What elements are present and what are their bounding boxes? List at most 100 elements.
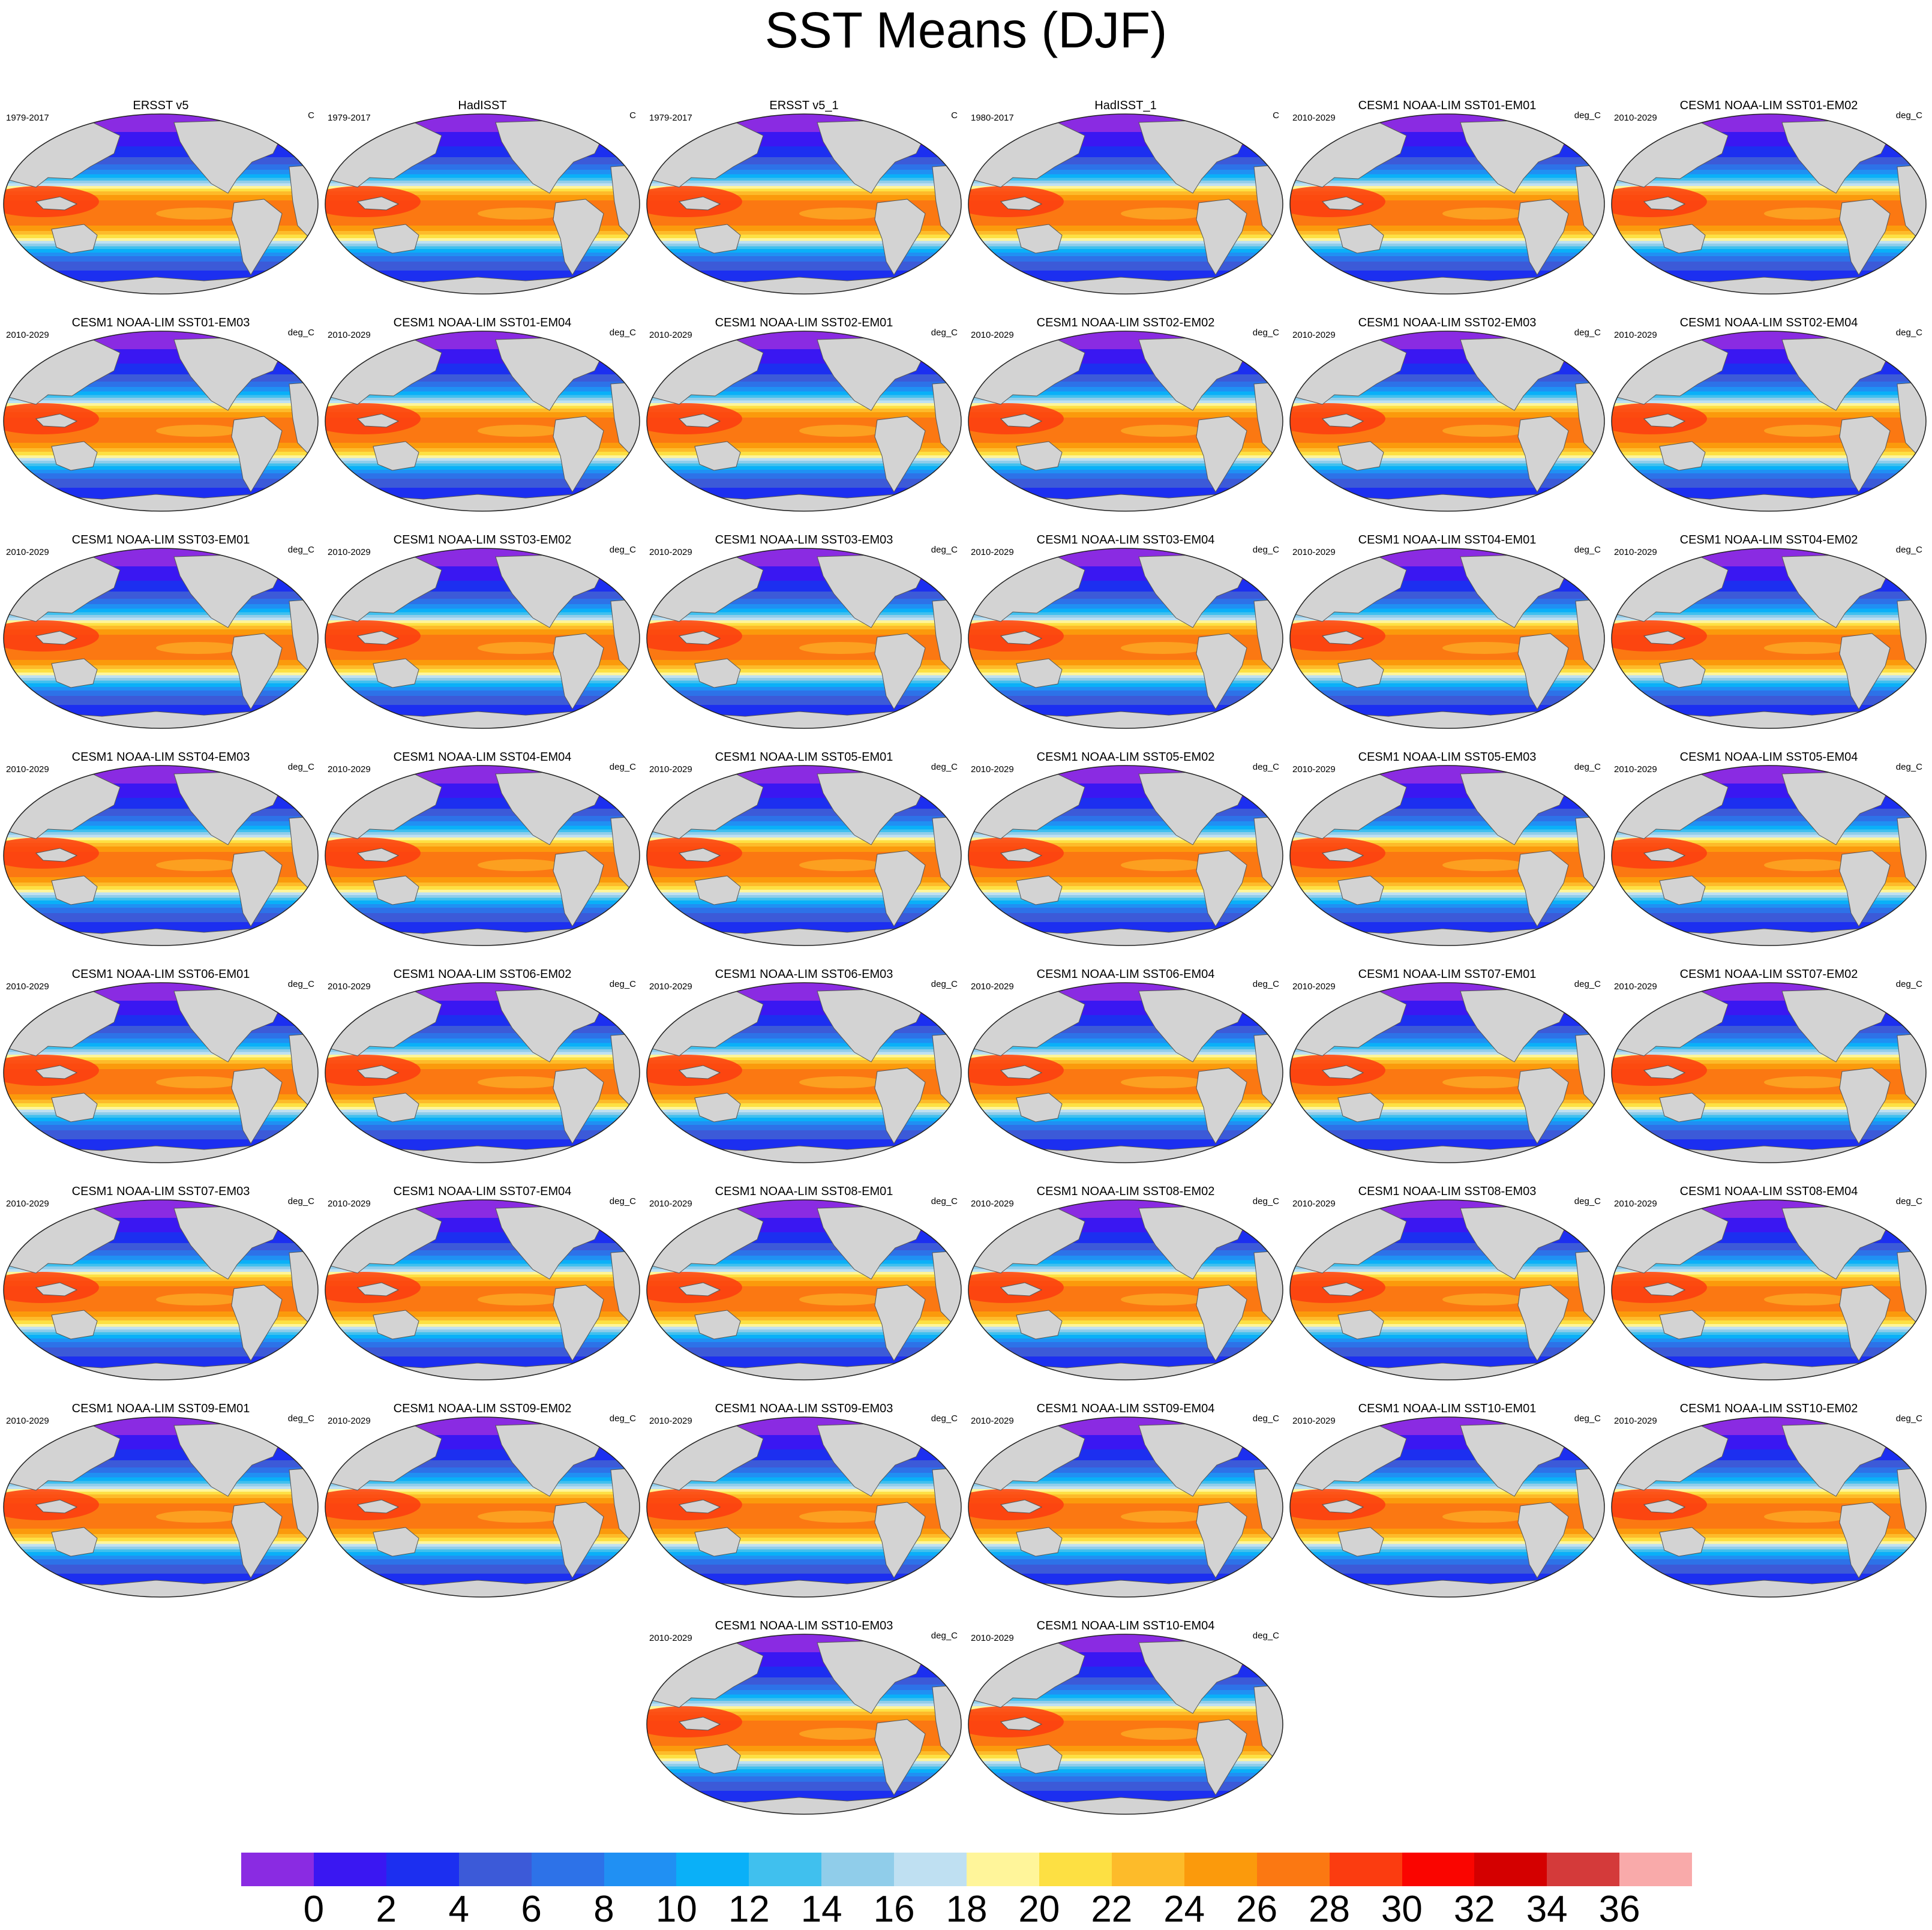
sst-band [1612, 1274, 1926, 1278]
sst-band [968, 395, 1283, 398]
sst-band [1290, 1118, 1604, 1122]
sst-band [1612, 1332, 1926, 1335]
sst-band [647, 448, 961, 452]
sst-band [4, 1481, 318, 1484]
sst-band [647, 1125, 961, 1131]
maritime-islands [35, 1282, 78, 1296]
sst-band [647, 1486, 961, 1490]
map-outline [968, 1199, 1283, 1380]
panel-period: 2010-2029 [6, 1199, 49, 1209]
maritime-islands [1643, 848, 1686, 862]
map-outline [1289, 1416, 1605, 1598]
antarctica-landmass [1612, 494, 1926, 511]
sst-band [325, 617, 640, 621]
sst-band [1290, 629, 1604, 635]
colorbar-swatch [313, 1853, 386, 1886]
antarctica-landmass [325, 277, 640, 294]
sst-band [4, 479, 318, 488]
sst-band [4, 174, 318, 178]
sst-band [647, 1764, 961, 1767]
sst-band [1290, 231, 1604, 235]
panel-title: CESM1 NOAA-LIM SST08-EM04 [1679, 1185, 1858, 1198]
map-panel: CESM1 NOAA-LIM SST09-EM02 2010-2029 deg_C [322, 1394, 643, 1599]
sst-band [4, 186, 318, 189]
sst-band [4, 1260, 318, 1264]
ocean-field [325, 1417, 640, 1597]
sst-band [325, 669, 640, 673]
sst-band [968, 400, 1283, 404]
sst-band [1612, 829, 1926, 833]
australia-landmass [694, 1092, 741, 1122]
sst-band [1290, 1112, 1604, 1115]
sst-band [647, 466, 961, 470]
sst-band [4, 1324, 318, 1327]
sst-band [968, 612, 1283, 616]
panel-period: 2010-2029 [1614, 330, 1657, 340]
sst-band [1290, 1481, 1604, 1484]
sst-band [4, 458, 318, 461]
sst-band [968, 253, 1283, 257]
sst-band [1612, 877, 1926, 883]
panel-period: 1979-2017 [649, 113, 692, 123]
sst-band [4, 629, 318, 635]
sst-band [4, 1094, 318, 1100]
sst-map [1289, 1416, 1605, 1598]
sst-band [4, 395, 318, 398]
cold-tongue [799, 208, 883, 220]
sst-band [1290, 470, 1604, 474]
sst-band [4, 1552, 318, 1556]
sst-band [1290, 838, 1604, 841]
sst-band [968, 466, 1283, 470]
antarctica-landmass [1290, 1362, 1604, 1380]
sst-band [4, 1266, 318, 1269]
map-outline [646, 1199, 962, 1380]
sst-band [4, 412, 318, 418]
sst-band [968, 473, 1283, 479]
sst-map [1611, 1416, 1927, 1598]
sst-band [1612, 696, 1926, 706]
sst-band [1290, 461, 1604, 464]
sst-band [647, 843, 961, 847]
sst-band [647, 840, 961, 844]
panel-title: CESM1 NOAA-LIM SST02-EM03 [1358, 316, 1537, 329]
sst-band [1290, 1107, 1604, 1110]
antarctica-landmass [1612, 1145, 1926, 1163]
sst-band [1612, 1559, 1926, 1565]
sst-band [647, 673, 961, 676]
sst-band [325, 1094, 640, 1100]
sst-band [647, 461, 961, 464]
sst-band [968, 238, 1283, 241]
map-outline [1289, 1199, 1605, 1380]
sst-band [4, 400, 318, 404]
sst-band [647, 452, 961, 456]
map-panel: CESM1 NOAA-LIM SST07-EM03 2010-2029 deg_C [0, 1177, 322, 1382]
sst-band [1290, 452, 1604, 456]
australia-landmass [1659, 1527, 1706, 1557]
sst-band [1612, 452, 1926, 456]
sst-band [647, 1112, 961, 1115]
sst-band [968, 1709, 1283, 1712]
sst-band [325, 604, 640, 609]
sst-band [4, 1467, 318, 1473]
sst-band [4, 1057, 318, 1061]
sst-band [1290, 1055, 1604, 1058]
panel-period: 2010-2029 [971, 1199, 1014, 1209]
sst-band [4, 191, 318, 196]
sst-band [1612, 615, 1926, 618]
panel-period: 2010-2029 [328, 547, 371, 557]
sst-band [968, 678, 1283, 681]
sst-band [968, 1481, 1283, 1484]
map-panel: CESM1 NOAA-LIM SST07-EM04 2010-2029 deg_C [322, 1177, 643, 1382]
sst-band [1612, 604, 1926, 609]
sst-band [1612, 626, 1926, 630]
map-outline [968, 331, 1283, 512]
sst-band [1612, 238, 1926, 241]
sst-band [1612, 1033, 1926, 1039]
sst-band [4, 1115, 318, 1118]
sst-band [325, 461, 640, 464]
sst-band [325, 691, 640, 697]
south-america-landmass [1196, 416, 1247, 493]
sst-band [647, 170, 961, 175]
sst-band [1290, 1121, 1604, 1125]
sst-band [325, 238, 640, 241]
